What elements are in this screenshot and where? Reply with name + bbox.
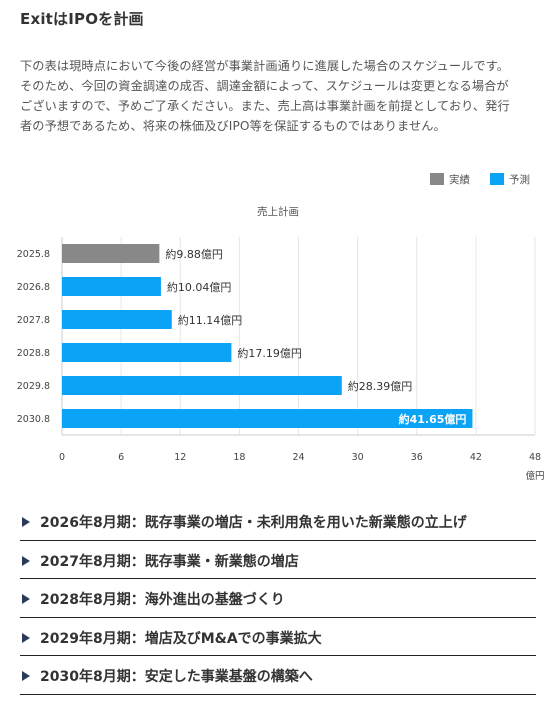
accordion-item-label: 2029年8月期：増店及びM&Aでの事業拡大 [40,630,322,647]
x-tick-label: 12 [174,452,186,463]
x-tick-label: 24 [292,452,304,463]
x-tick-label: 30 [352,452,364,463]
disclaimer-line: 者の予想であるため、将来の株価及びIPO等を保証するものではありません。 [20,119,446,133]
bar [62,376,342,395]
x-axis-unit: 億円 [525,470,544,482]
disclaimer-line: 下の表は現時点において今後の経営が事業計画通りに進展した場合のスケジュールです。 [20,59,510,73]
accordion-item-2026[interactable]: 2026年8月期：既存事業の増店・未利用魚を用いた新業態の立上げ [20,502,536,541]
bar [62,310,172,329]
bar [62,244,160,263]
triangle-right-icon [22,632,30,643]
data-label: 約10.04億円 [167,280,232,294]
accordion-item-2028[interactable]: 2028年8月期：海外進出の基盤づくり [20,579,536,618]
x-tick-label: 6 [118,452,124,463]
bar [62,343,232,362]
disclaimer-line: そのため、今回の資金調達の成否、調達金額によって、スケジュールは変更となる場合が [20,79,509,93]
x-tick-label: 36 [411,452,423,463]
x-tick-label: 18 [233,452,245,463]
x-tick-label: 42 [470,452,482,463]
data-label: 約11.14億円 [178,313,243,327]
accordion-item-label: 2030年8月期：安定した事業基盤の構築へ [40,669,313,686]
bar [62,409,473,428]
data-label: 約41.65億円 [399,412,467,426]
accordion-item-2027[interactable]: 2027年8月期：既存事業・新業態の増店 [20,541,536,579]
accordion-item-2030[interactable]: 2030年8月期：安定した事業基盤の構築へ [20,656,536,695]
schedule-disclaimer: 下の表は現時点において今後の経営が事業計画通りに進展した場合のスケジュールです。… [20,56,540,136]
section-title: ExitはIPOを計画 [20,10,144,28]
y-tick-label: 2027.8 [17,315,50,326]
data-label: 約17.19億円 [237,346,302,360]
y-tick-label: 2028.8 [17,348,50,359]
triangle-right-icon [22,671,30,682]
data-label: 約28.39億円 [348,379,413,393]
y-tick-label: 2026.8 [17,282,50,293]
x-tick-label: 0 [59,452,65,463]
accordion-item-2029[interactable]: 2029年8月期：増店及びM&Aでの事業拡大 [20,618,536,656]
triangle-right-icon [22,594,30,605]
accordion-item-label: 2027年8月期：既存事業・新業態の増店 [40,553,299,570]
data-label: 約9.88億円 [165,247,223,261]
milestone-accordion: 2026年8月期：既存事業の増店・未利用魚を用いた新業態の立上げ 2027年8月… [20,502,536,695]
accordion-item-label: 2026年8月期：既存事業の増店・未利用魚を用いた新業態の立上げ [40,515,467,532]
legend-swatch [490,173,504,185]
legend-swatch [430,173,444,185]
disclaimer-line: ございますので、予めご了承ください。また、売上高は事業計画を前提としており、発行 [20,99,510,113]
x-tick-label: 48 [529,452,541,463]
triangle-right-icon [22,517,30,528]
y-tick-label: 2025.8 [17,249,50,260]
legend-label: 予測 [509,173,530,186]
y-tick-label: 2029.8 [17,381,50,392]
legend-label: 実績 [449,173,470,186]
chart-title: 売上計画 [257,205,299,218]
accordion-item-label: 2028年8月期：海外進出の基盤づくり [40,592,285,609]
y-tick-label: 2030.8 [17,414,50,425]
bar [62,277,161,296]
triangle-right-icon [22,555,30,566]
